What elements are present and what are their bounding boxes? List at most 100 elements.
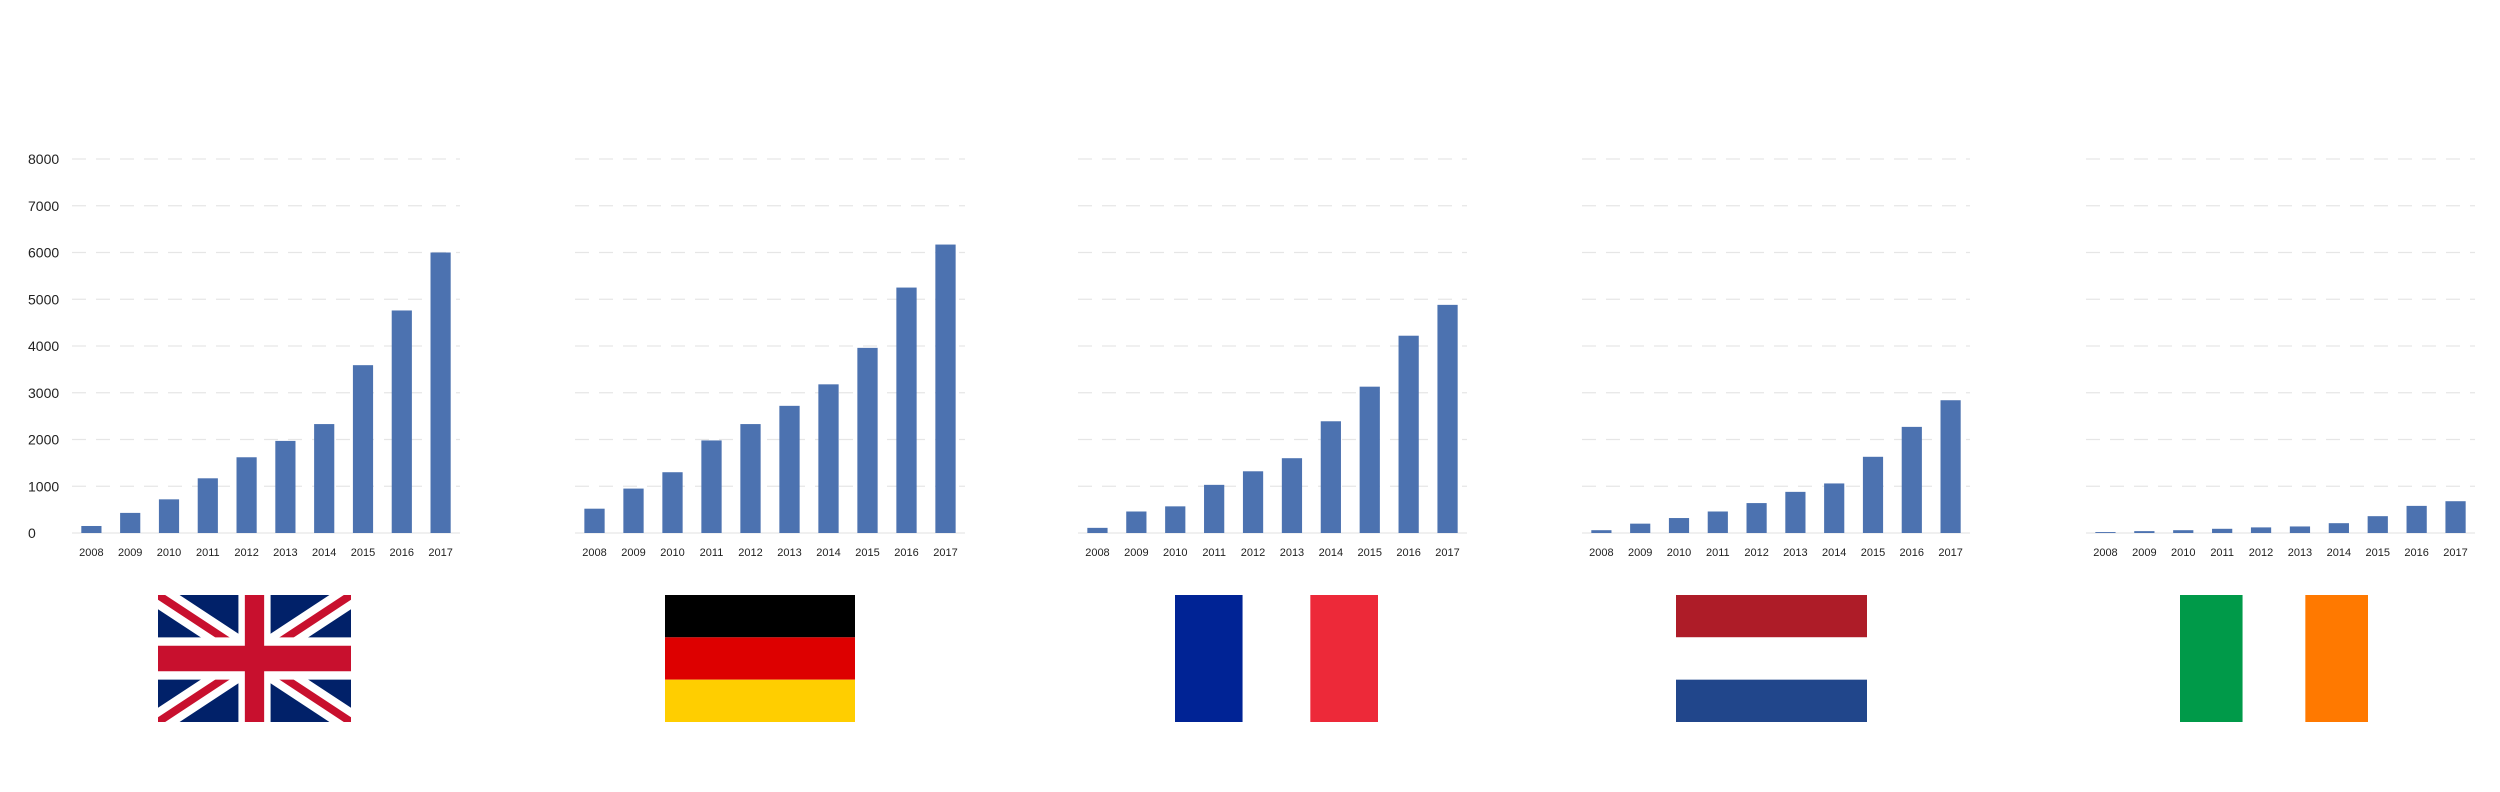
x-tick-label: 2012 (2249, 547, 2273, 559)
bar-2015 (857, 347, 878, 533)
bar-2012 (236, 457, 257, 533)
bar-2014 (818, 384, 839, 533)
x-tick-label: 2011 (1202, 547, 1226, 559)
x-tick-label: 2010 (2171, 547, 2195, 559)
ireland-flag-icon (2180, 595, 2368, 722)
x-tick-label: 2016 (1396, 547, 1420, 559)
bar-2012 (1746, 503, 1767, 533)
x-tick-label: 2009 (118, 547, 142, 559)
bar-chart-1: 0 1000 2000 3000 4000 5000 6000 7000 8000 2008 200… (28, 151, 460, 559)
bar-2009 (623, 488, 644, 533)
bar-2017 (935, 244, 956, 534)
x-tick-label: 2016 (390, 547, 414, 559)
bar-2010 (158, 499, 180, 533)
bar-2012 (1242, 471, 1264, 533)
x-tick-label: 2015 (2366, 547, 2390, 559)
x-tick-label: 2009 (1124, 547, 1148, 559)
bar-2009 (120, 512, 141, 533)
bar-2013 (779, 405, 800, 533)
bar-chart-2: 2008 2009 2010 2011 2012 2013 2014 2015 2016 2017 (575, 158, 965, 559)
x-tick-label: 2012 (234, 547, 258, 559)
bar-2010 (2173, 530, 2194, 533)
x-tick-label: 2016 (1900, 547, 1924, 559)
bar-2014 (1824, 483, 1845, 533)
x-tick-label: 2017 (933, 547, 957, 559)
x-tick-label: 2011 (2210, 547, 2234, 559)
x-tick-label: 2017 (2443, 547, 2467, 559)
bar-chart-3: 2008 2009 2010 2011 2012 2013 2014 2015 2016 2017 (1078, 158, 1467, 559)
bar-2017 (1940, 400, 1961, 533)
x-tick-label: 2011 (196, 547, 220, 559)
bar-2013 (2289, 526, 2311, 533)
x-tick-label: 2015 (1861, 547, 1885, 559)
x-tick-label: 2008 (1589, 547, 1613, 559)
bar-chart-5: 2008 2009 2010 2011 2012 2013 2014 2015 2016 2017 (2086, 158, 2475, 559)
y-tick-label: 2000 (28, 432, 59, 448)
bar-2017 (1437, 304, 1458, 533)
x-tick-label: 2012 (1241, 547, 1265, 559)
bar-2011 (1707, 511, 1728, 533)
bar-2011 (2212, 528, 2233, 533)
x-tick-label: 2014 (1822, 547, 1846, 559)
x-tick-label: 2009 (621, 547, 645, 559)
france-flag-icon (1175, 595, 1378, 722)
x-tick-label: 2010 (157, 547, 181, 559)
netherlands-flag-icon (1676, 595, 1867, 722)
bar-2009 (1630, 523, 1651, 533)
bar-2008 (584, 508, 605, 533)
germany-flag-icon (665, 595, 855, 722)
x-tick-label: 2008 (79, 547, 103, 559)
bar-2015 (2367, 516, 2388, 533)
y-tick-label: 5000 (28, 291, 59, 307)
bar-2015 (1862, 456, 1884, 533)
bar-2008 (2095, 532, 2116, 533)
x-tick-label: 2010 (1163, 547, 1187, 559)
x-tick-label: 2016 (2404, 547, 2428, 559)
x-tick-label: 2013 (273, 547, 297, 559)
x-tick-label: 2010 (1667, 547, 1691, 559)
bar-2011 (197, 478, 218, 533)
x-tick-label: 2013 (2288, 547, 2312, 559)
y-tick-label: 3000 (28, 385, 59, 401)
bar-chart-4: 2008 2009 2010 2011 2012 2013 2014 2015 2016 2017 (1582, 158, 1970, 559)
united-kingdom-flag-icon (158, 595, 351, 722)
x-tick-label: 2009 (1628, 547, 1652, 559)
bar-2016 (1398, 335, 1419, 533)
x-tick-label: 2014 (312, 547, 336, 559)
bar-2016 (896, 287, 917, 533)
y-tick-label: 4000 (28, 338, 59, 354)
bar-2008 (81, 525, 102, 533)
x-tick-label: 2016 (894, 547, 918, 559)
bar-2009 (2134, 531, 2155, 533)
bar-2012 (740, 424, 761, 533)
bar-2016 (1901, 426, 1922, 533)
x-tick-label: 2017 (1938, 547, 1962, 559)
x-tick-label: 2011 (700, 547, 724, 559)
y-tick-label: 0 (28, 525, 36, 541)
x-tick-label: 2012 (738, 547, 762, 559)
x-tick-label: 2014 (2327, 547, 2351, 559)
x-tick-label: 2013 (777, 547, 801, 559)
x-tick-label: 2017 (428, 547, 452, 559)
bar-2010 (662, 472, 683, 533)
bar-2011 (1204, 484, 1225, 533)
x-tick-label: 2015 (855, 547, 879, 559)
bar-2013 (1281, 458, 1303, 533)
x-tick-label: 2008 (582, 547, 606, 559)
x-tick-label: 2011 (1706, 547, 1730, 559)
bar-2014 (314, 424, 335, 533)
x-tick-label: 2008 (2093, 547, 2117, 559)
x-tick-label: 2008 (1085, 547, 1109, 559)
x-tick-label: 2013 (1783, 547, 1807, 559)
bar-2008 (1591, 530, 1612, 533)
x-tick-label: 2017 (1435, 547, 1459, 559)
bar-2015 (1359, 386, 1380, 533)
bar-2010 (1165, 506, 1186, 533)
bar-2014 (2328, 523, 2349, 533)
x-tick-label: 2009 (2132, 547, 2156, 559)
y-tick-label: 1000 (28, 478, 59, 494)
bar-2012 (2250, 527, 2272, 533)
y-tick-label: 8000 (28, 151, 59, 167)
bar-2014 (1320, 421, 1341, 533)
